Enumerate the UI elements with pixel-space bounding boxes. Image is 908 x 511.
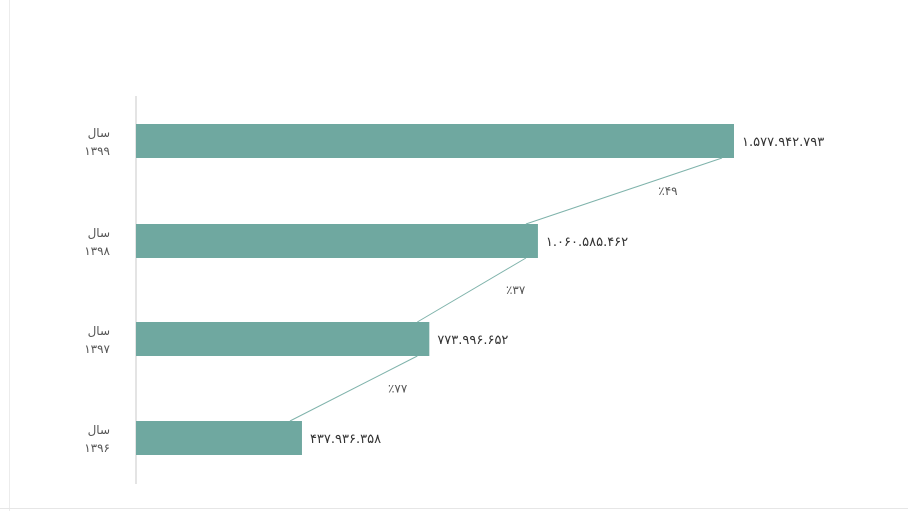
value-label-1: ۱.۰۶۰.۵۸۵.۴۶۲ <box>546 235 628 250</box>
bar-2 <box>136 322 430 356</box>
growth-label-2: ٪۷۷ <box>388 382 408 396</box>
value-label-0: ۱.۵۷۷.۹۴۲.۷۹۳ <box>742 135 824 150</box>
growth-label-1: ٪۳۷ <box>506 283 526 297</box>
category-label-1-line2: ۱۳۹۸ <box>84 244 110 258</box>
category-label-3-line1: سال <box>88 423 110 437</box>
growth-connector-1 <box>417 257 527 323</box>
growth-connector-2 <box>289 355 418 422</box>
category-label-1-line1: سال <box>88 226 110 240</box>
value-label-3: ۴۳۷.۹۳۶.۳۵۸ <box>310 432 381 447</box>
frame-left-border <box>9 0 10 511</box>
category-label-0-line2: ۱۳۹۹ <box>84 144 110 158</box>
bar-1 <box>136 224 538 258</box>
growth-label-0: ٪۴۹ <box>658 184 677 198</box>
bar-0 <box>136 124 734 158</box>
category-label-0-line1: سال <box>88 126 110 140</box>
growth-connector-0 <box>525 157 723 225</box>
category-label-3-line2: ۱۳۹۶ <box>84 441 110 455</box>
value-label-2: ۷۷۳.۹۹۶.۶۵۲ <box>437 333 508 348</box>
category-label-2-line1: سال <box>88 324 110 338</box>
frame-bottom-border <box>0 508 908 509</box>
category-label-2-line2: ۱۳۹۷ <box>84 342 110 356</box>
bar-3 <box>136 421 302 455</box>
